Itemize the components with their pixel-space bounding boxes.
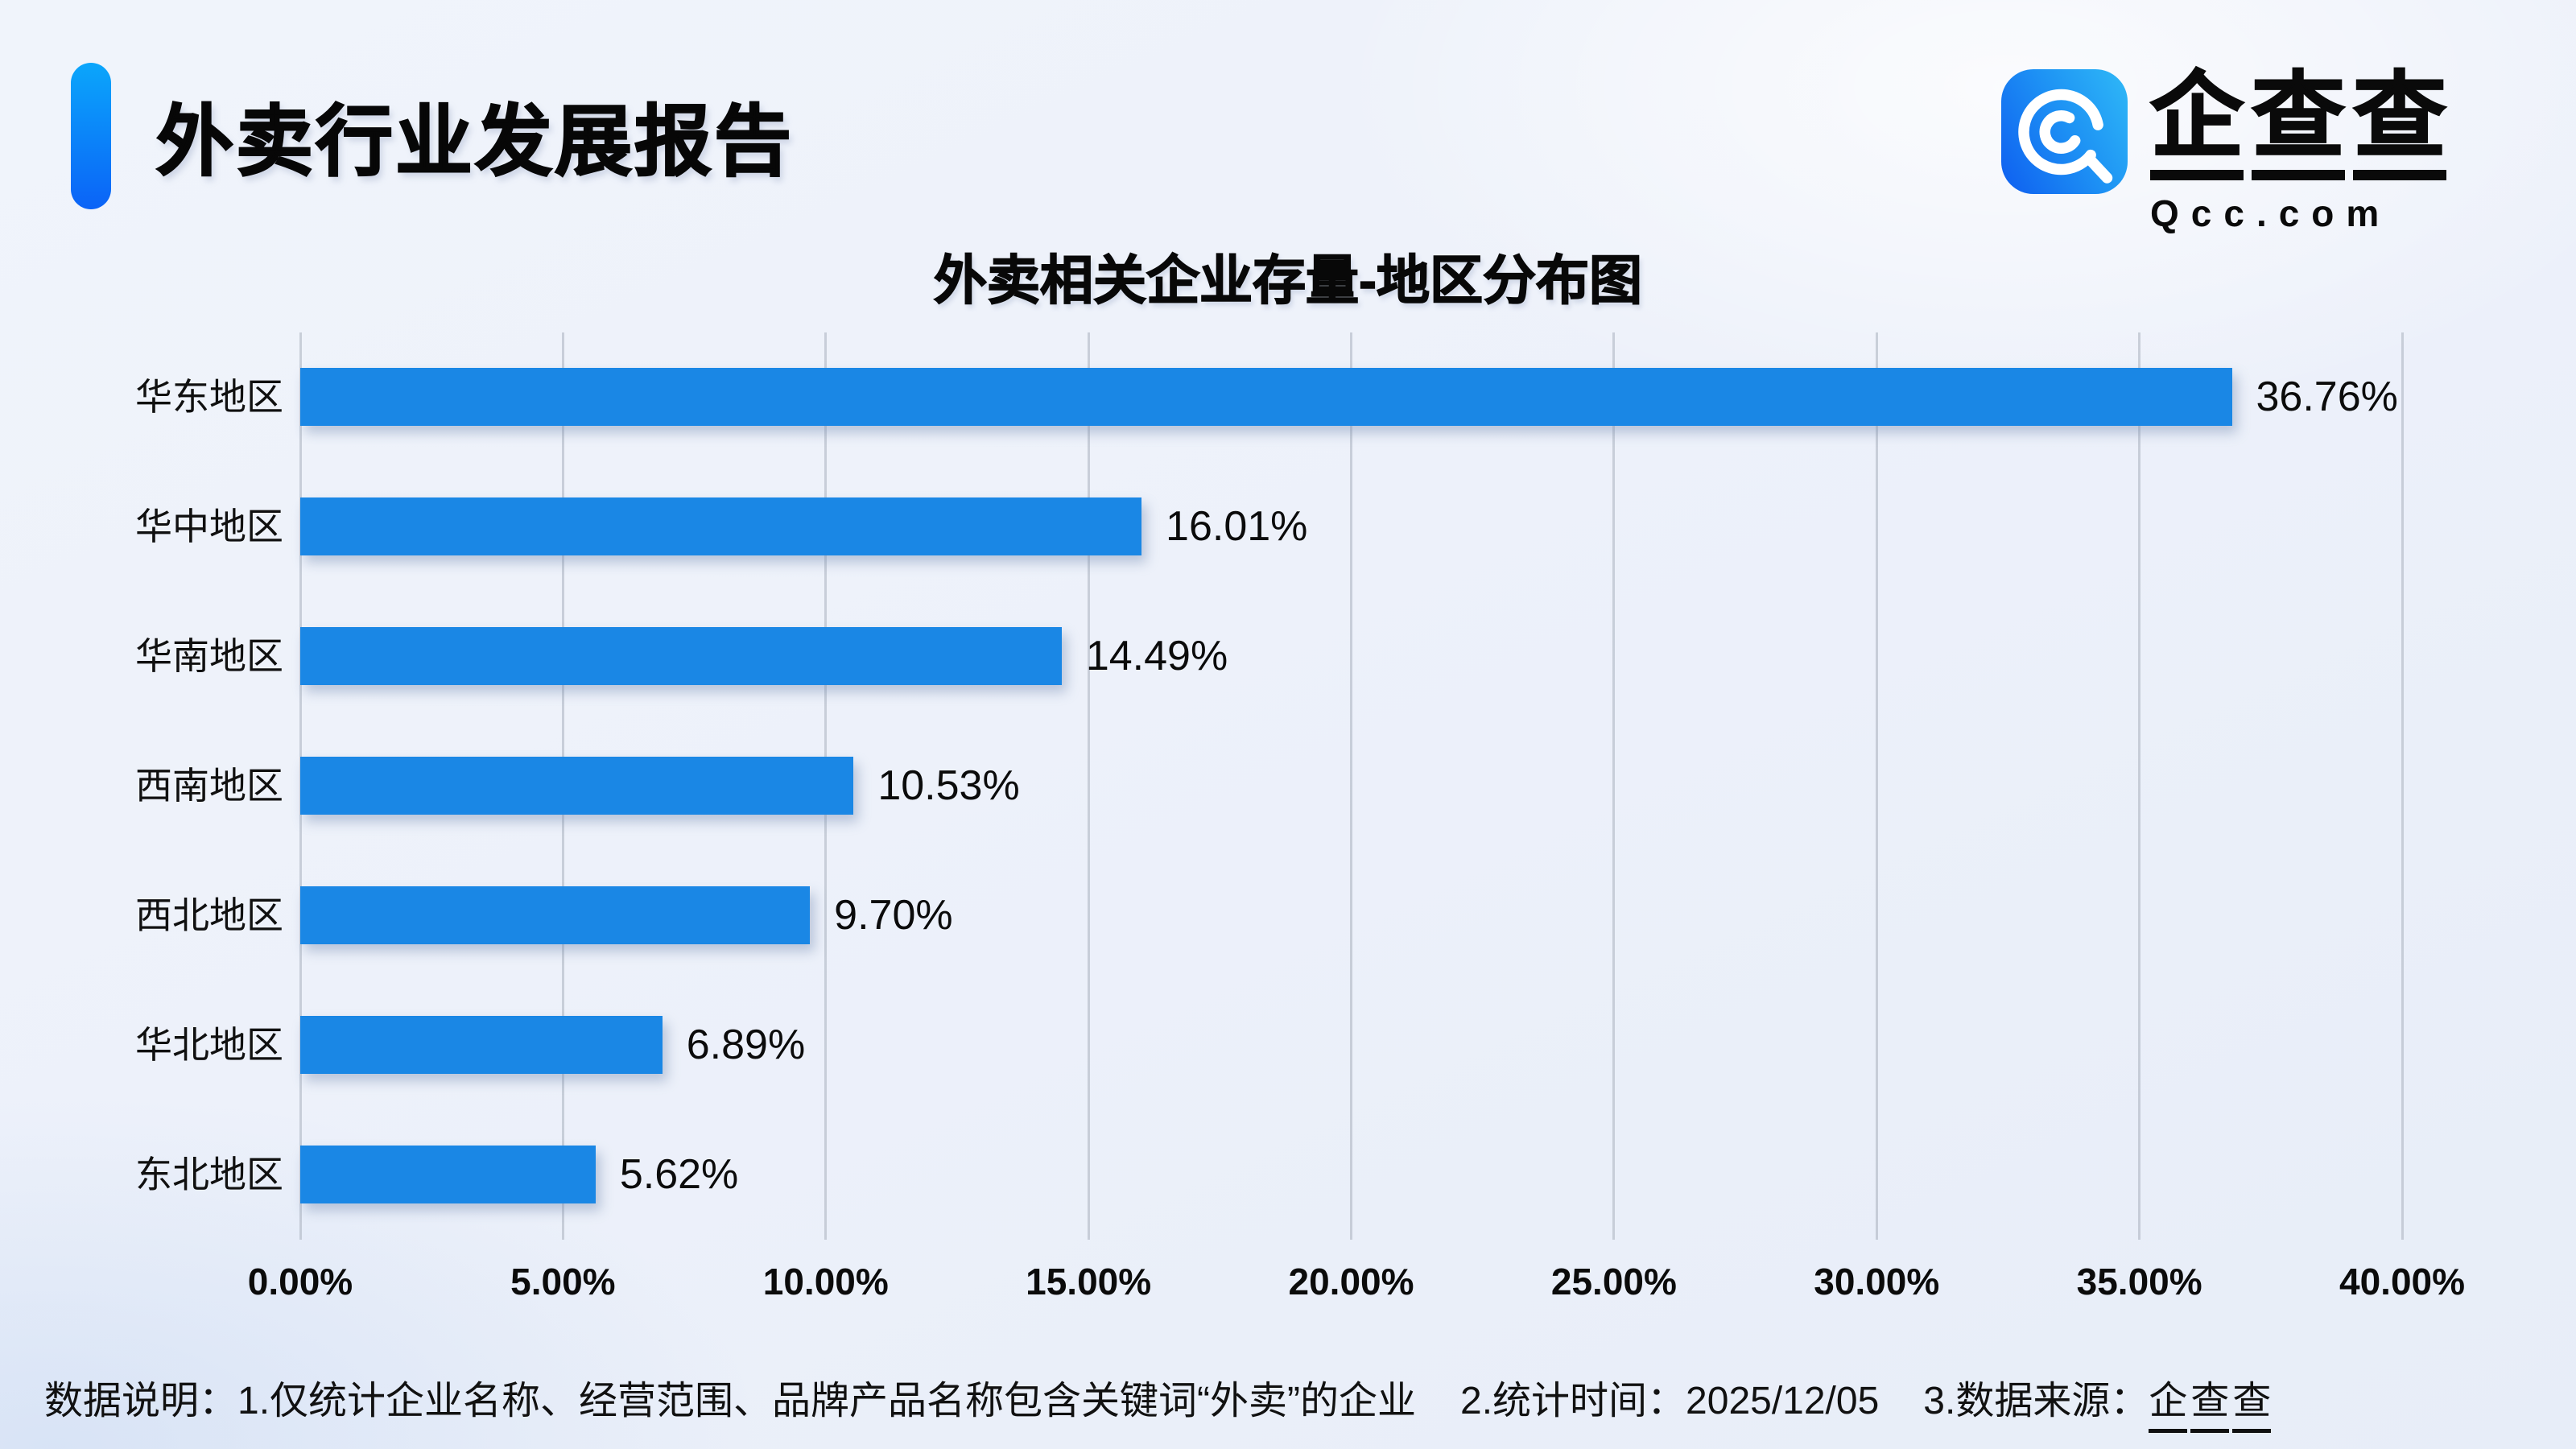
bar-row: 华中地区 16.01% [0, 462, 2576, 592]
qcc-logo: 企查查 Qcc.com [2001, 68, 2447, 235]
note-source-prefix: 3.数据来源： [1923, 1380, 2149, 1422]
value-label: 14.49% [1085, 633, 1228, 679]
brand-char: 查 [2251, 68, 2346, 180]
gridline [1875, 332, 1878, 1240]
note-data-source: 3.数据来源：企查查 [1923, 1380, 2274, 1433]
bar-row: 东北地区 5.62% [0, 1110, 2576, 1240]
note-statistics-date: 2.统计时间：2025/12/05 [1460, 1380, 1880, 1422]
gridline [1350, 332, 1352, 1240]
category-label: 华南地区 [135, 635, 283, 677]
magnifier-q-icon [2017, 89, 2112, 184]
value-label: 16.01% [1166, 503, 1308, 550]
bar [300, 368, 2232, 426]
x-tick-label: 25.00% [1550, 1261, 1677, 1302]
bar-row: 西南地区 10.53% [0, 721, 2576, 851]
bar [300, 1016, 663, 1074]
chart-title: 外卖相关企业存量-地区分布图 [933, 250, 1642, 311]
brand-char: 查 [2190, 1368, 2230, 1433]
bar [300, 757, 854, 815]
data-note: 数据说明：1.仅统计企业名称、经营范围、品牌产品名称包含关键词“外卖”的企业 2.… [44, 1368, 2540, 1433]
gridline [2138, 332, 2141, 1240]
category-label: 西北地区 [135, 894, 283, 936]
brand-char: 企 [2149, 68, 2244, 180]
x-tick-label: 10.00% [762, 1261, 889, 1302]
brand-name: 企查查 [2149, 68, 2447, 180]
x-tick-label: 40.00% [2339, 1261, 2466, 1302]
bar [300, 1146, 596, 1203]
bar [300, 627, 1062, 685]
value-label: 5.62% [619, 1151, 739, 1198]
x-tick-label: 30.00% [1814, 1261, 1940, 1302]
category-label: 华东地区 [135, 376, 283, 418]
value-label: 6.89% [686, 1022, 806, 1068]
value-label: 36.76% [2256, 374, 2398, 420]
page-title: 外卖行业发展报告 [155, 98, 794, 186]
value-label: 9.70% [834, 892, 953, 939]
x-tick-label: 35.00% [2076, 1261, 2202, 1302]
bar-rows: 华东地区 36.76% 华中地区 16.01% 华南地区 14.49% 西南地区 10.53%… [0, 332, 2576, 1240]
bar-row: 华东地区 36.76% [0, 332, 2576, 462]
bar-chart: 华东地区 36.76% 华中地区 16.01% 华南地区 14.49% 西南地区 10.53%… [0, 332, 2576, 1363]
gridline [1087, 332, 1090, 1240]
x-tick-label: 20.00% [1288, 1261, 1414, 1302]
category-label: 华北地区 [135, 1024, 283, 1066]
bar-row: 华南地区 14.49% [0, 592, 2576, 721]
category-label: 西南地区 [135, 765, 283, 807]
category-label: 华中地区 [135, 506, 283, 547]
brand-char: 查 [2232, 1368, 2272, 1433]
category-label: 东北地区 [135, 1154, 283, 1195]
brand-char: 查 [2352, 68, 2447, 180]
brand-domain: Qcc.com [2150, 192, 2392, 234]
bar-row: 西北地区 9.70% [0, 851, 2576, 980]
value-label: 10.53% [877, 762, 1020, 809]
gridline [1612, 332, 1616, 1240]
bar [300, 497, 1142, 555]
gridline [2401, 332, 2404, 1240]
qcc-logo-icon [2001, 69, 2128, 194]
qcc-logo-text: 企查查 Qcc.com [2149, 68, 2447, 235]
x-tick-label: 0.00% [247, 1261, 353, 1302]
note-statistics-scope: 数据说明：1.仅统计企业名称、经营范围、品牌产品名称包含关键词“外卖”的企业 [44, 1380, 1417, 1422]
note-source-brand: 企查查 [2149, 1380, 2274, 1433]
bar-row: 华北地区 6.89% [0, 980, 2576, 1110]
bar [300, 886, 811, 944]
x-tick-label: 5.00% [510, 1261, 616, 1302]
title-accent-bar [71, 63, 111, 209]
x-axis-tick-labels: 0.00% 5.00% 10.00% 15.00% 20.00% 25.00% 30.00%… [0, 1260, 2576, 1316]
brand-char: 企 [2149, 1368, 2188, 1433]
x-tick-label: 15.00% [1026, 1261, 1152, 1302]
